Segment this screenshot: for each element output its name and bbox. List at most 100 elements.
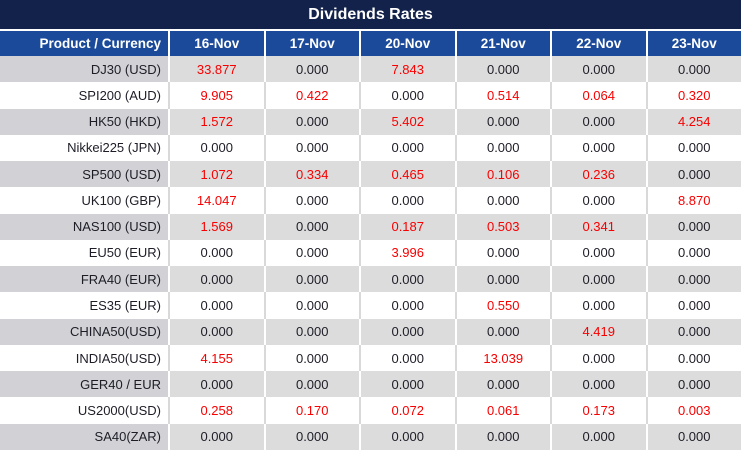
rate-cell: 0.000 [645,266,741,293]
rate-cell: 0.003 [645,397,741,424]
table-row: SP500 (USD) 1.072 0.334 0.465 0.106 0.236 0.0… [0,161,741,188]
rate-cell: 0.000 [263,292,360,319]
rate-cell: 5.402 [359,108,455,135]
rate-cell: 1.572 [168,108,264,135]
product-label: GER40 / EUR [0,371,168,398]
rate-cell: 0.258 [168,397,264,424]
product-label: ES35 (EUR) [89,298,161,314]
rate-cell: 3.996 [359,239,455,267]
rate-cell: 13.039 [454,344,551,372]
rate-cell: 0.000 [359,423,455,450]
rate-cell: 33.877 [168,56,264,83]
table-row: SA40(ZAR) 0.000 0.000 0.000 0.000 0.000 0.000 [0,423,741,450]
rate-cell: 0.000 [550,423,646,450]
rate-cell: 0.000 [645,344,741,372]
rate-cell: 0.000 [263,187,360,214]
rate-cell: 0.000 [168,239,264,267]
column-header-date-1: 16-Nov [168,31,264,56]
column-header-date-4: 21-Nov [454,31,551,56]
product-label: SP500 (USD) [0,161,168,188]
rate-cell: 0.000 [645,213,741,240]
rate-cell: 8.870 [645,187,741,214]
rate-cell: 0.000 [359,134,455,162]
table-row: ES35 (EUR) 0.000 0.000 0.000 0.550 0.000 0.00… [0,292,741,319]
rate-cell: 0.000 [263,423,360,450]
rate-cell: 0.000 [645,134,741,162]
rate-cell: 0.000 [263,344,360,372]
column-header-date-3: 20-Nov [359,31,455,56]
product-label: NAS100 (USD) [0,213,168,240]
rate-cell: 0.000 [359,266,455,293]
rate-cell: 0.000 [454,371,551,398]
rate-cell: 0.000 [550,266,646,293]
table-row: UK100 (GBP) 14.047 0.000 0.000 0.000 0.000 8.… [0,187,741,214]
column-header-date-2: 17-Nov [263,31,360,56]
rate-cell: 0.000 [550,292,646,319]
column-header-date-6: 23-Nov [645,31,741,56]
product-label: US2000(USD) [77,403,161,419]
rate-cell: 0.550 [454,292,551,319]
table-row: CHINA50(USD) 0.000 0.000 0.000 0.000 4.419 0.… [0,318,741,345]
rate-cell: 0.000 [263,239,360,267]
rate-cell: 0.000 [359,292,455,319]
product-label: UK100 (GBP) [81,192,161,208]
rate-cell: 0.000 [454,134,551,162]
rate-cell: 4.155 [168,344,264,372]
rate-cell: 0.000 [263,56,360,83]
rate-cell: 0.000 [263,134,360,162]
rate-cell: 0.000 [263,266,360,293]
rate-cell: 0.503 [454,213,551,240]
rate-cell: 0.000 [454,423,551,450]
rate-cell: 0.422 [263,82,360,109]
rate-cell: 0.000 [168,134,264,162]
product-label: SPI200 (AUD) [78,87,161,103]
rate-cell: 0.000 [550,344,646,372]
product-label: DJ30 (USD) [0,56,168,83]
rate-cell: 0.000 [359,318,455,345]
rate-cell: 1.569 [168,213,264,240]
rate-cell: 9.905 [168,82,264,109]
product-label: Nikkei225 (JPN) [67,140,161,156]
rate-cell: 0.514 [454,82,551,109]
rate-cell: 0.334 [263,161,360,188]
table-row: FRA40 (EUR) 0.000 0.000 0.000 0.000 0.000 0.0… [0,266,741,293]
table-row: INDIA50(USD) 4.155 0.000 0.000 13.039 0.000 0… [0,344,741,372]
table-row: SPI200 (AUD) 9.905 0.422 0.000 0.514 0.064 0.… [0,82,741,109]
rate-cell: 0.341 [550,213,646,240]
rate-cell: 0.000 [359,344,455,372]
rate-cell: 0.061 [454,397,551,424]
product-label: INDIA50(USD) [75,350,161,366]
rate-cell: 0.000 [550,187,646,214]
rate-cell: 0.000 [263,371,360,398]
rate-cell: 0.000 [645,239,741,267]
rate-cell: 0.170 [263,397,360,424]
rate-cell: 0.000 [645,292,741,319]
rate-cell: 0.000 [454,318,551,345]
table-row: HK50 (HKD) 1.572 0.000 5.402 0.000 0.000 4.25… [0,108,741,135]
rate-cell: 0.000 [168,318,264,345]
rate-cell: 0.000 [550,239,646,267]
table-row: DJ30 (USD) 33.877 0.000 7.843 0.000 0.000 0.0… [0,56,741,83]
rate-cell: 14.047 [168,187,264,214]
product-label: EU50 (EUR) [88,245,161,261]
rate-cell: 0.000 [454,239,551,267]
rate-cell: 0.236 [550,161,646,188]
rate-cell: 0.000 [359,82,455,109]
rate-cell: 0.064 [550,82,646,109]
table-header-row: Product / Currency 16-Nov 17-Nov 20-Nov … [0,31,741,56]
rate-cell: 0.000 [359,371,455,398]
table-row: EU50 (EUR) 0.000 0.000 3.996 0.000 0.000 0.00… [0,239,741,267]
rate-cell: 0.106 [454,161,551,188]
rate-cell: 0.320 [645,82,741,109]
table-row: GER40 / EUR 0.000 0.000 0.000 0.000 0.000 0.0… [0,371,741,398]
rate-cell: 0.000 [263,108,360,135]
rate-cell: 0.465 [359,161,455,188]
table-row: NAS100 (USD) 1.569 0.000 0.187 0.503 0.341 0.… [0,213,741,240]
rate-cell: 0.000 [454,266,551,293]
table-body: DJ30 (USD) 33.877 0.000 7.843 0.000 0.000 0.0… [0,56,741,450]
rate-cell: 0.000 [645,161,741,188]
rate-cell: 0.000 [645,423,741,450]
rate-cell: 0.000 [454,56,551,83]
rate-cell: 0.000 [168,292,264,319]
